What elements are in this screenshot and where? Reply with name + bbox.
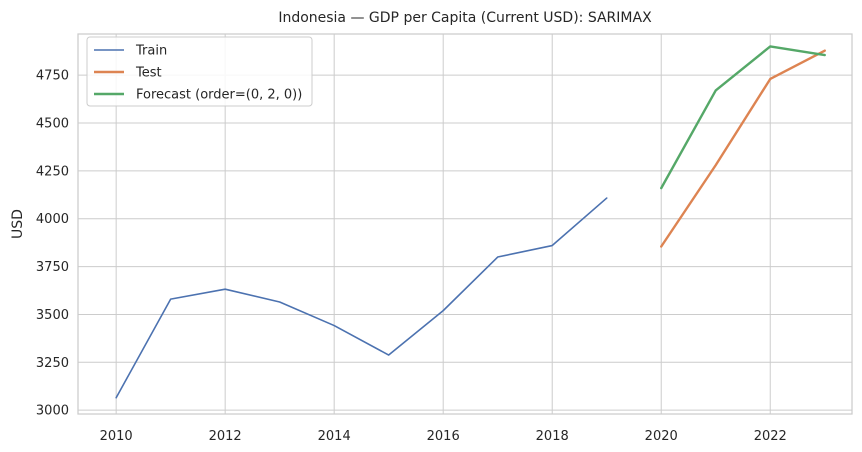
train-series-line — [115, 197, 608, 399]
x-tick-label: 2016 — [427, 429, 460, 444]
y-tick-label: 4750 — [36, 69, 69, 84]
y-tick-label: 3500 — [36, 308, 69, 323]
y-tick-label: 4500 — [36, 117, 69, 132]
y-tick-label: 3000 — [36, 404, 69, 419]
x-tick-label: 2010 — [100, 429, 133, 444]
x-tick-label: 2020 — [645, 429, 678, 444]
legend-box — [86, 36, 313, 107]
x-tick-label: 2014 — [318, 429, 351, 444]
plot-frame — [77, 33, 853, 415]
x-tick-label: 2022 — [754, 429, 787, 444]
x-tick-label: 2012 — [209, 429, 242, 444]
series-layer — [115, 45, 826, 399]
x-tick-labels: 2010 2012 2014 2016 2018 2020 2022 — [100, 429, 787, 444]
grid-layer — [78, 34, 852, 414]
y-tick-label: 3750 — [36, 260, 69, 275]
legend: Train Test Forecast (order=(0, 2, 0)) — [86, 36, 313, 107]
y-tick-label: 3250 — [36, 356, 69, 371]
legend-label-test: Test — [135, 66, 162, 81]
y-tick-label: 4000 — [36, 212, 69, 227]
forecast-series-line — [660, 45, 826, 190]
y-axis-label: USD — [10, 209, 26, 239]
x-tick-label: 2018 — [536, 429, 569, 444]
chart-title: Indonesia — GDP per Capita (Current USD)… — [278, 10, 652, 26]
y-tick-label: 4250 — [36, 164, 69, 179]
legend-label-forecast: Forecast (order=(0, 2, 0)) — [136, 88, 302, 103]
legend-label-train: Train — [135, 44, 167, 59]
y-tick-labels: 3000 3250 3500 3750 4000 4250 4500 4750 — [36, 69, 69, 419]
test-series-line — [660, 49, 826, 248]
